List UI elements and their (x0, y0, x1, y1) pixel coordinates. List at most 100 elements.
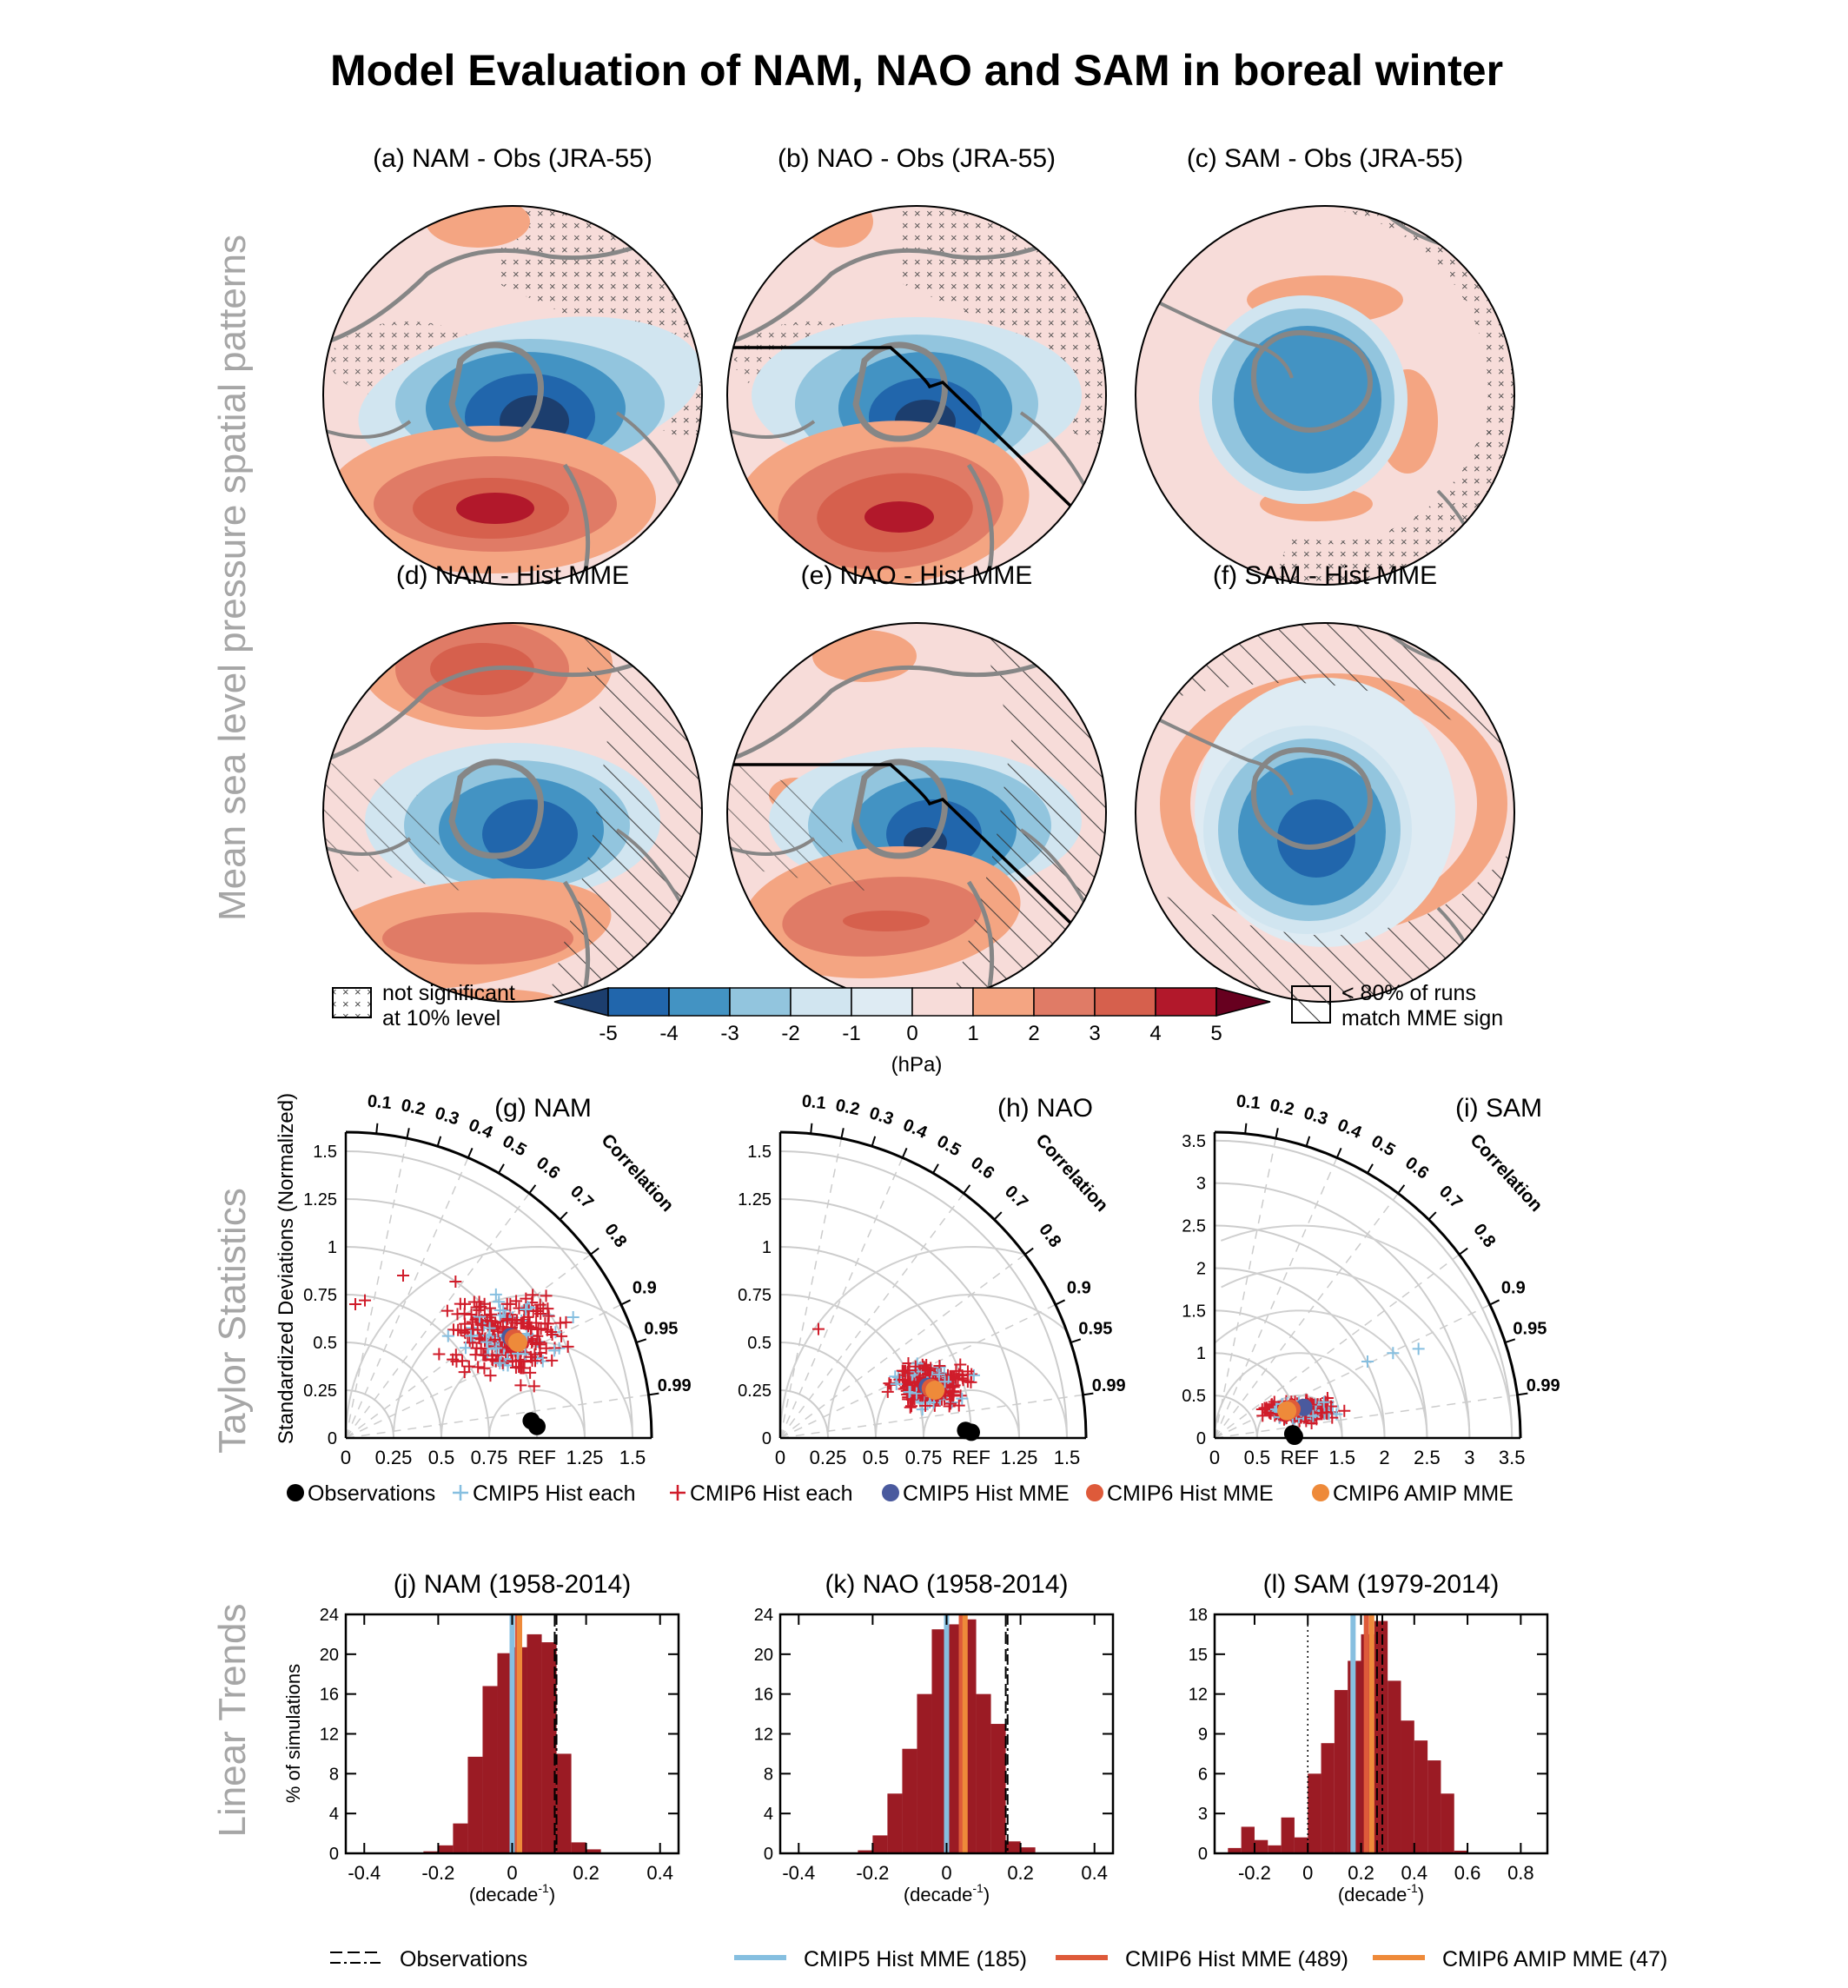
cmip6-point (522, 1320, 535, 1333)
taylor-y-tick: 1.5 (1182, 1302, 1206, 1321)
taylor-legend-item: CMIP5 Hist MME (882, 1481, 1070, 1506)
cmip6-point (510, 1295, 523, 1308)
cmip5-point (493, 1303, 507, 1316)
taylor-y-tick: 2 (1196, 1259, 1206, 1278)
cmip6-point (478, 1362, 491, 1375)
colorbar-cell (1033, 987, 1096, 1017)
colorbar-tick-label: 4 (1149, 1022, 1161, 1045)
rms-arc (923, 1389, 1020, 1439)
hatch-region (547, 623, 702, 1002)
hist-bar (976, 1693, 991, 1853)
nao-sector-line (727, 346, 1073, 508)
cmip5-point (903, 1386, 916, 1399)
rms-arc (345, 1246, 589, 1430)
taylor-legend: Observations CMIP5 Hist each CMIP6 Hist ea… (287, 1481, 1514, 1506)
hist-bar (858, 1850, 873, 1853)
cmip6-point (1338, 1404, 1351, 1417)
cmip6-point (476, 1319, 489, 1332)
y-tick-label: 9 (1198, 1726, 1208, 1745)
taylor-y-tick: 0.75 (738, 1286, 772, 1305)
legend-label: CMIP6 AMIP MME (1333, 1481, 1514, 1506)
taylor-y-tick: 1 (1196, 1344, 1206, 1363)
colorbar-arrow-right (1215, 987, 1271, 1017)
x-tick-label: 0.2 (573, 1862, 599, 1884)
coastline (323, 420, 412, 439)
legend-label: CMIP5 Hist MME (903, 1481, 1070, 1506)
corr-ray (1214, 1394, 1518, 1439)
corr-label: 0.8 (1035, 1220, 1064, 1250)
contour-region (456, 493, 534, 524)
contour-region (864, 501, 934, 533)
hatch-region (323, 760, 460, 891)
hist-panel-1: -0.4 -0.2 0 0.2 0.4 0 4 8 12 16 20 24 (k) NAO (1958-… (754, 1570, 1115, 1905)
taylor-outer-arc (779, 1130, 1088, 1439)
hatch-region (951, 623, 1106, 1002)
corr-label: 0.6 (967, 1153, 997, 1183)
contour-region (1277, 799, 1355, 878)
corr-tick (840, 1128, 845, 1139)
hist-bar (902, 1748, 917, 1853)
figure-title: Model Evaluation of NAM, NAO and SAM in … (330, 46, 1503, 95)
map-border (322, 205, 703, 586)
coastline (852, 341, 948, 442)
coastline (323, 636, 690, 763)
colorbar-tick-label: 0 (906, 1022, 917, 1045)
rms-arc (1214, 1309, 1428, 1439)
legend-label: CMIP6 AMIP MME (47) (1442, 1947, 1667, 1971)
x-tick-label: 0.6 (1454, 1862, 1481, 1884)
cmip5-point (548, 1344, 561, 1357)
hist-bar (1414, 1740, 1428, 1853)
hist-bar (556, 1753, 572, 1853)
colorbar-cell (911, 987, 974, 1017)
corr-ray (779, 1394, 1083, 1439)
hist-xlabel-close: ) (984, 1884, 990, 1905)
hist-bar (571, 1842, 586, 1853)
map-content (323, 206, 702, 585)
nao-sector-line (727, 763, 1073, 925)
row-label-taylor: Taylor Statistics (211, 1188, 254, 1454)
rms-arc (488, 1389, 586, 1439)
cmip6-point (527, 1380, 540, 1393)
colorbar-tick-label: 5 (1210, 1022, 1222, 1045)
colorbar-tick-label: 2 (1028, 1022, 1039, 1045)
y-tick-label: 12 (320, 1726, 339, 1745)
cmip6-point (466, 1315, 479, 1329)
cmip6-point (462, 1360, 475, 1373)
taylor-y-tick: 3.5 (1182, 1132, 1206, 1151)
cmip6-point (1255, 1402, 1268, 1415)
taylor-x-tick: 0.5 (863, 1447, 890, 1468)
cmip5-point (910, 1387, 923, 1400)
taylor-ylabel: Standardized Deviations (Normalized) (275, 1093, 298, 1444)
taylor-x-tick: 0 (775, 1447, 785, 1468)
cmip6-point (944, 1397, 957, 1410)
std-arc (779, 1389, 829, 1439)
legend-marker (1312, 1484, 1329, 1501)
x-tick-label: 0.2 (1007, 1862, 1034, 1884)
x-tick-label: -0.4 (782, 1862, 815, 1884)
corr-ray (779, 1157, 904, 1439)
map-title: (b) NAO - Obs (JRA-55) (778, 144, 1056, 173)
corr-tick (871, 1136, 877, 1147)
map-content (1136, 623, 1514, 1002)
corr-axis-label: Correlation (1466, 1130, 1546, 1216)
corr-tick (648, 1392, 659, 1396)
cmip6-point (527, 1289, 540, 1302)
contour-region (804, 206, 873, 248)
cmip6-point (904, 1401, 917, 1414)
corr-tick (1517, 1392, 1528, 1396)
cmip6-point (454, 1297, 467, 1310)
hist-xlabel-sup: -1 (538, 1881, 549, 1895)
hist-xlabel-sup: -1 (972, 1881, 984, 1895)
legend-label: CMIP6 Hist each (690, 1481, 853, 1506)
hist-bar (1005, 1841, 1021, 1853)
cmip6-point (924, 1362, 937, 1375)
legend-marker (1086, 1484, 1103, 1501)
taylor-legend-item: CMIP6 AMIP MME (1312, 1481, 1514, 1506)
cmip6-point (919, 1399, 932, 1412)
x-tick-label: 0.4 (1081, 1862, 1108, 1884)
coastline (323, 837, 412, 856)
taylor-title: (h) NAO (997, 1094, 1093, 1123)
hist-bar (872, 1835, 888, 1853)
corr-label: 0.95 (644, 1320, 678, 1339)
taylor-x-tick: REF (1281, 1447, 1319, 1468)
